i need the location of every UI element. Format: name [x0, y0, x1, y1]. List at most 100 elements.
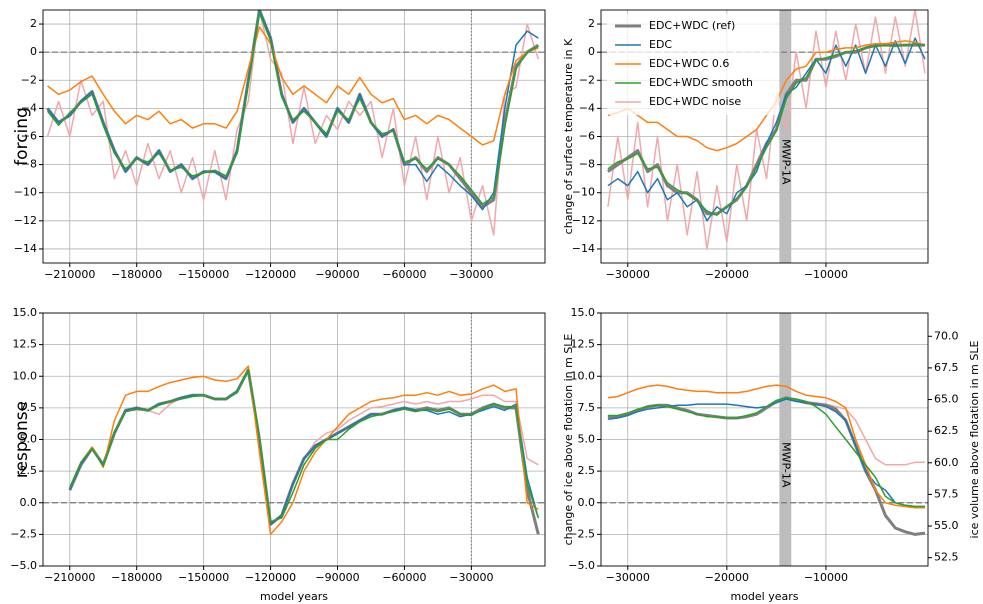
y2-tick-label: 70.0: [934, 329, 959, 342]
x-tick-label: −60000: [382, 571, 426, 584]
y-tick-label: 5.0: [20, 433, 38, 446]
series-line: [607, 40, 926, 152]
x-tick-label: −20000: [705, 571, 749, 584]
plot-area: [601, 10, 928, 263]
y-tick-label: 2.5: [20, 464, 38, 477]
y-tick-label: −12: [572, 214, 595, 227]
plot-area: [43, 10, 545, 263]
series-line: [607, 10, 926, 250]
x-tick-label: −90000: [315, 268, 359, 281]
y-tick-label: 0: [30, 45, 37, 58]
series-line: [69, 369, 539, 526]
series-line: [47, 26, 539, 146]
series-line: [607, 37, 926, 222]
series-line: [69, 369, 540, 523]
series-line: [46, 10, 539, 211]
y-axis-label: change of surface temperature in K: [562, 38, 575, 234]
axes-frame: [42, 9, 546, 264]
y-tick-label: −4: [21, 101, 37, 114]
y2-tick-label: 52.5: [934, 551, 959, 564]
y-tick-label: −10: [14, 186, 37, 199]
x-tick-label: −90000: [315, 571, 359, 584]
y-tick-label: 10.0: [571, 369, 596, 382]
y-tick-label: −8: [579, 158, 595, 171]
y-tick-label: 10.0: [13, 369, 38, 382]
y2-axis-label: ice volume above flotation in m SLE: [968, 340, 981, 538]
axes-frame: [42, 312, 546, 567]
y-tick-label: 0: [588, 45, 595, 58]
series-line: [69, 369, 540, 526]
series-line: [46, 12, 539, 205]
series-line: [607, 398, 925, 508]
y-tick-label: −2: [21, 73, 37, 86]
y-axis-label: response: [12, 401, 32, 478]
x-tick-label: −210000: [44, 268, 95, 281]
legend-label: EDC: [649, 38, 672, 51]
series-line: [46, 10, 540, 236]
x-tick-label: −30000: [606, 571, 650, 584]
y-tick-label: 12.5: [13, 338, 38, 351]
y-tick-label: 7.5: [578, 401, 596, 414]
band: [779, 313, 792, 566]
x-tick-label: −120000: [245, 268, 296, 281]
y-tick-label: −2: [579, 73, 595, 86]
y-axis-label: change of ice above flotation in m SLE: [562, 334, 575, 546]
y-tick-label: 2.5: [578, 464, 596, 477]
legend-label: EDC+WDC smooth: [649, 76, 753, 89]
y-tick-label: −10: [572, 186, 595, 199]
y-tick-label: −12: [14, 214, 37, 227]
band: [779, 10, 792, 263]
y-tick-label: −14: [14, 242, 37, 255]
series-line: [69, 365, 539, 536]
legend-label: EDC+WDC (ref): [649, 19, 735, 32]
y-tick-label: −2.5: [568, 527, 595, 540]
y-tick-label: −5.0: [568, 559, 595, 572]
y2-tick-label: 65.0: [934, 393, 959, 406]
legend-label: EDC+WDC 0.6: [649, 57, 729, 70]
series-line: [607, 384, 925, 509]
y2-tick-label: 55.0: [934, 519, 959, 532]
series-line: [607, 397, 925, 508]
axes-frame: [600, 312, 929, 567]
plot-area: [601, 313, 928, 566]
y-tick-label: −2.5: [10, 527, 37, 540]
x-tick-label: −60000: [382, 268, 426, 281]
x-tick-label: −10000: [804, 268, 848, 281]
band-label: MWP-1A: [779, 139, 792, 185]
x-axis-label: model years: [730, 590, 798, 603]
y-tick-label: 5.0: [578, 433, 596, 446]
y2-tick-label: 57.5: [934, 487, 959, 500]
series-line: [607, 42, 926, 216]
x-tick-label: −20000: [705, 268, 749, 281]
y-tick-label: 0.0: [578, 496, 596, 509]
legend-label: EDC+WDC noise: [649, 95, 741, 108]
y2-tick-label: 60.0: [934, 456, 959, 469]
y-tick-label: −5.0: [10, 559, 37, 572]
plot-area: [43, 313, 545, 566]
y-tick-label: −6: [21, 130, 37, 143]
x-tick-label: −150000: [178, 571, 229, 584]
x-tick-label: −30000: [449, 571, 493, 584]
y-tick-label: −14: [572, 242, 595, 255]
y-tick-label: 15.0: [571, 306, 596, 319]
x-tick-label: −150000: [178, 268, 229, 281]
x-tick-label: −10000: [804, 571, 848, 584]
y2-tick-label: 67.5: [934, 361, 959, 374]
x-tick-label: −30000: [449, 268, 493, 281]
x-tick-label: −180000: [111, 268, 162, 281]
y-tick-label: 2: [588, 17, 595, 30]
x-tick-label: −180000: [111, 571, 162, 584]
y-tick-label: 7.5: [20, 401, 38, 414]
y-axis-label: forcing: [12, 107, 32, 166]
legend: EDC+WDC (ref) EDC EDC+WDC 0.6 EDC+WDC smoot…: [607, 14, 779, 115]
band-label: MWP-1A: [779, 442, 792, 488]
y-tick-label: −4: [579, 101, 595, 114]
x-axis-label: model years: [260, 590, 328, 603]
y-tick-label: 0.0: [20, 496, 38, 509]
series-line: [607, 396, 926, 536]
y-tick-label: 2: [30, 17, 37, 30]
x-tick-label: −120000: [245, 571, 296, 584]
axes-frame: [600, 9, 929, 264]
y2-tick-label: 62.5: [934, 424, 959, 437]
